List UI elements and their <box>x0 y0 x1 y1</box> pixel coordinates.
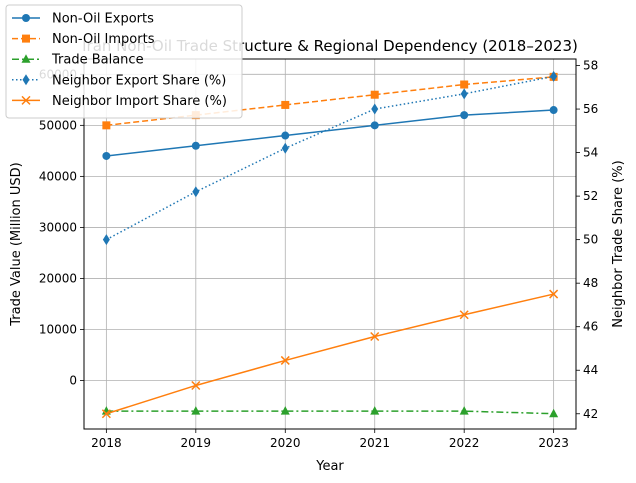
data-point <box>192 186 200 198</box>
legend-item: Neighbor Export Share (%) <box>12 73 226 88</box>
y-axis-right-label: Neighbor Trade Share (%) <box>611 160 626 327</box>
legend-marker <box>22 14 30 22</box>
y-right-tick-label: 48 <box>583 276 598 290</box>
series-line <box>106 75 554 241</box>
series-line <box>106 410 554 415</box>
marker-x-stroke <box>21 95 31 105</box>
data-point <box>102 121 111 130</box>
marker-x-stroke <box>549 289 559 299</box>
y-axis-right: 42 44 46 48 50 52 54 56 58 <box>576 59 598 421</box>
marker-x-stroke <box>101 409 111 419</box>
data-point <box>550 70 558 82</box>
legend-marker <box>21 54 31 63</box>
legend-label: Neighbor Export Share (%) <box>52 73 226 88</box>
y-left-tick-label: 10000 <box>39 322 77 336</box>
series-layer <box>101 70 559 419</box>
data-point <box>460 88 468 100</box>
y-right-tick-label: 58 <box>583 59 598 73</box>
series-trade-balance <box>101 406 559 418</box>
data-point <box>281 131 290 140</box>
data-point <box>191 380 201 391</box>
data-point <box>549 408 559 418</box>
x-tick-label: 2022 <box>449 436 480 450</box>
y-right-tick-label: 50 <box>583 233 598 247</box>
data-point <box>460 111 469 120</box>
x-tick-label: 2018 <box>91 436 122 450</box>
data-point <box>280 355 290 365</box>
data-point <box>459 406 469 415</box>
legend-marker <box>21 95 31 105</box>
legend-item: Trade Balance <box>12 53 144 68</box>
data-point <box>191 406 201 415</box>
legend-label: Non-Oil Imports <box>52 32 155 47</box>
legend: Non-Oil Exports Non-Oil Imports Trade Bala… <box>5 4 243 119</box>
y-right-tick-label: 56 <box>583 102 598 116</box>
legend-label: Non-Oil Exports <box>52 12 154 27</box>
x-tick-label: 2021 <box>359 436 390 450</box>
legend-label: Neighbor Import Share (%) <box>52 94 227 109</box>
legend-item: Non-Oil Exports <box>12 12 154 27</box>
x-tick-label: 2023 <box>538 436 569 450</box>
data-point <box>281 142 289 154</box>
y-right-tick-label: 52 <box>583 189 598 203</box>
series-neighbor-export-share <box>102 70 558 246</box>
marker-x-stroke <box>280 355 290 365</box>
marker-x-stroke <box>191 380 201 391</box>
data-point <box>370 121 379 130</box>
x-tick-label: 2020 <box>270 436 301 450</box>
data-point <box>281 100 290 109</box>
data-point <box>102 151 111 160</box>
series-line <box>106 109 554 157</box>
data-point <box>549 289 559 299</box>
data-point <box>280 406 290 415</box>
legend-marker <box>22 74 30 86</box>
x-axis-label: Year <box>315 459 344 474</box>
data-point <box>102 234 110 246</box>
series-line <box>106 293 554 415</box>
x-axis: 2018 2019 2020 2021 2022 2023 <box>91 429 569 450</box>
plot-frame <box>83 58 577 430</box>
series-non-oil-exports <box>102 106 558 160</box>
legend-item: Neighbor Import Share (%) <box>12 94 227 109</box>
y-right-tick-label: 46 <box>583 320 598 334</box>
y-left-tick-label: 40000 <box>39 169 77 183</box>
data-point <box>371 103 379 115</box>
y-right-tick-label: 54 <box>583 146 598 160</box>
marker-x-stroke <box>459 310 469 320</box>
data-point <box>370 331 380 342</box>
y-right-tick-label: 42 <box>583 407 598 421</box>
legend-label: Trade Balance <box>51 53 144 68</box>
data-point <box>460 80 469 89</box>
y-left-tick-label: 50000 <box>39 118 77 132</box>
data-point <box>549 106 558 115</box>
x-tick-label: 2019 <box>181 436 212 450</box>
legend-marker <box>22 34 30 43</box>
legend-box <box>5 4 243 119</box>
data-point <box>370 406 380 415</box>
data-point <box>459 310 469 320</box>
data-point <box>101 409 111 419</box>
y-right-tick-label: 44 <box>583 363 598 377</box>
marker-x-stroke <box>370 331 380 342</box>
y-axis-left-label: Trade Value (Million USD) <box>9 162 24 326</box>
legend-item: Non-Oil Imports <box>12 32 155 47</box>
data-point <box>191 141 200 150</box>
y-left-tick-label: 20000 <box>39 271 77 285</box>
series-neighbor-import-share <box>101 289 559 419</box>
y-left-tick-label: 30000 <box>39 220 77 234</box>
grid <box>84 59 576 429</box>
y-left-tick-label: 0 <box>69 374 77 388</box>
data-point <box>370 90 379 99</box>
